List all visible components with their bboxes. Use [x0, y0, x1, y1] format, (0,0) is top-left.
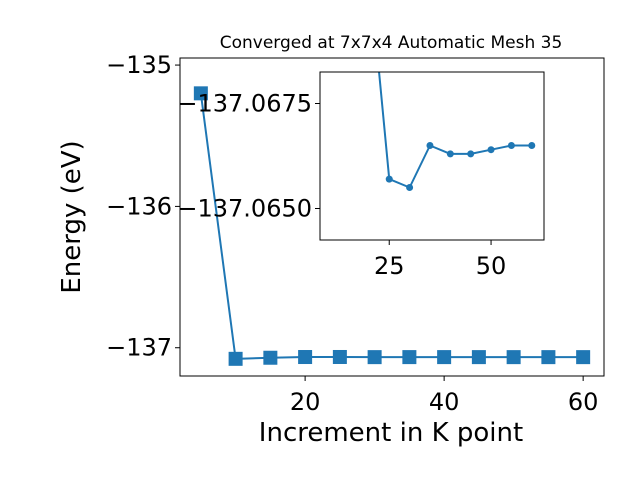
x-axis-label: Increment in K point: [259, 418, 523, 448]
main-y-tick-label: −136: [106, 192, 172, 220]
main-data-point-60: [576, 350, 591, 365]
inset-data-point-45: [467, 150, 475, 158]
main-y-ticks: −135 −136 −137: [106, 51, 180, 362]
main-data-point-10: [228, 351, 243, 366]
inset-axes: 25 50 −137.0675 −137.0650: [177, 71, 545, 280]
inset-data-point-30: [406, 184, 414, 191]
main-data-point-20: [298, 350, 313, 365]
main-data-point-40: [437, 350, 452, 365]
inset-y-tick-label: −137.0650: [177, 195, 312, 223]
inset-y-ticks: −137.0675 −137.0650: [177, 90, 320, 223]
main-data-point-15: [263, 350, 278, 365]
main-x-tick-label: 60: [568, 388, 599, 416]
main-y-tick-label: −135: [106, 51, 172, 79]
inset-data-point-40: [446, 150, 454, 158]
y-axis-label: Energy (eV): [57, 140, 87, 293]
main-data-point-45: [471, 350, 486, 365]
main-data-point-25: [332, 349, 347, 364]
inset-background: [320, 72, 544, 240]
main-x-tick-label: 20: [290, 388, 321, 416]
chart-title: Converged at 7x7x4 Automatic Mesh 35: [220, 33, 563, 53]
inset-data-point-50: [487, 146, 495, 154]
main-data-point-55: [541, 350, 556, 365]
inset-data-point-25: [385, 175, 393, 183]
main-axes-frame: [179, 57, 605, 377]
main-data-point-50: [506, 350, 521, 365]
inset-axes-frame: [319, 71, 545, 241]
inset-x-tick-label: 50: [476, 252, 507, 280]
main-data-point-30: [367, 350, 382, 365]
main-axes: Converged at 7x7x4 Automatic Mesh 35 20 4…: [57, 33, 605, 448]
main-x-tick-label: 40: [429, 388, 460, 416]
inset-data-point-60: [528, 142, 536, 149]
main-x-ticks: 20 40 60: [290, 376, 599, 416]
main-data-point-5: [193, 86, 208, 101]
inset-plot-area: [378, 72, 536, 191]
main-data-point-35: [402, 350, 417, 365]
main-y-tick-label: −137: [106, 334, 172, 362]
inset-data-point-55: [507, 142, 515, 149]
inset-data-point-35: [426, 142, 434, 149]
inset-x-ticks: 25 50: [374, 240, 506, 280]
inset-x-tick-label: 25: [374, 252, 405, 280]
main-plot-area: [193, 86, 591, 366]
inset-y-tick-label: −137.0675: [177, 90, 312, 118]
